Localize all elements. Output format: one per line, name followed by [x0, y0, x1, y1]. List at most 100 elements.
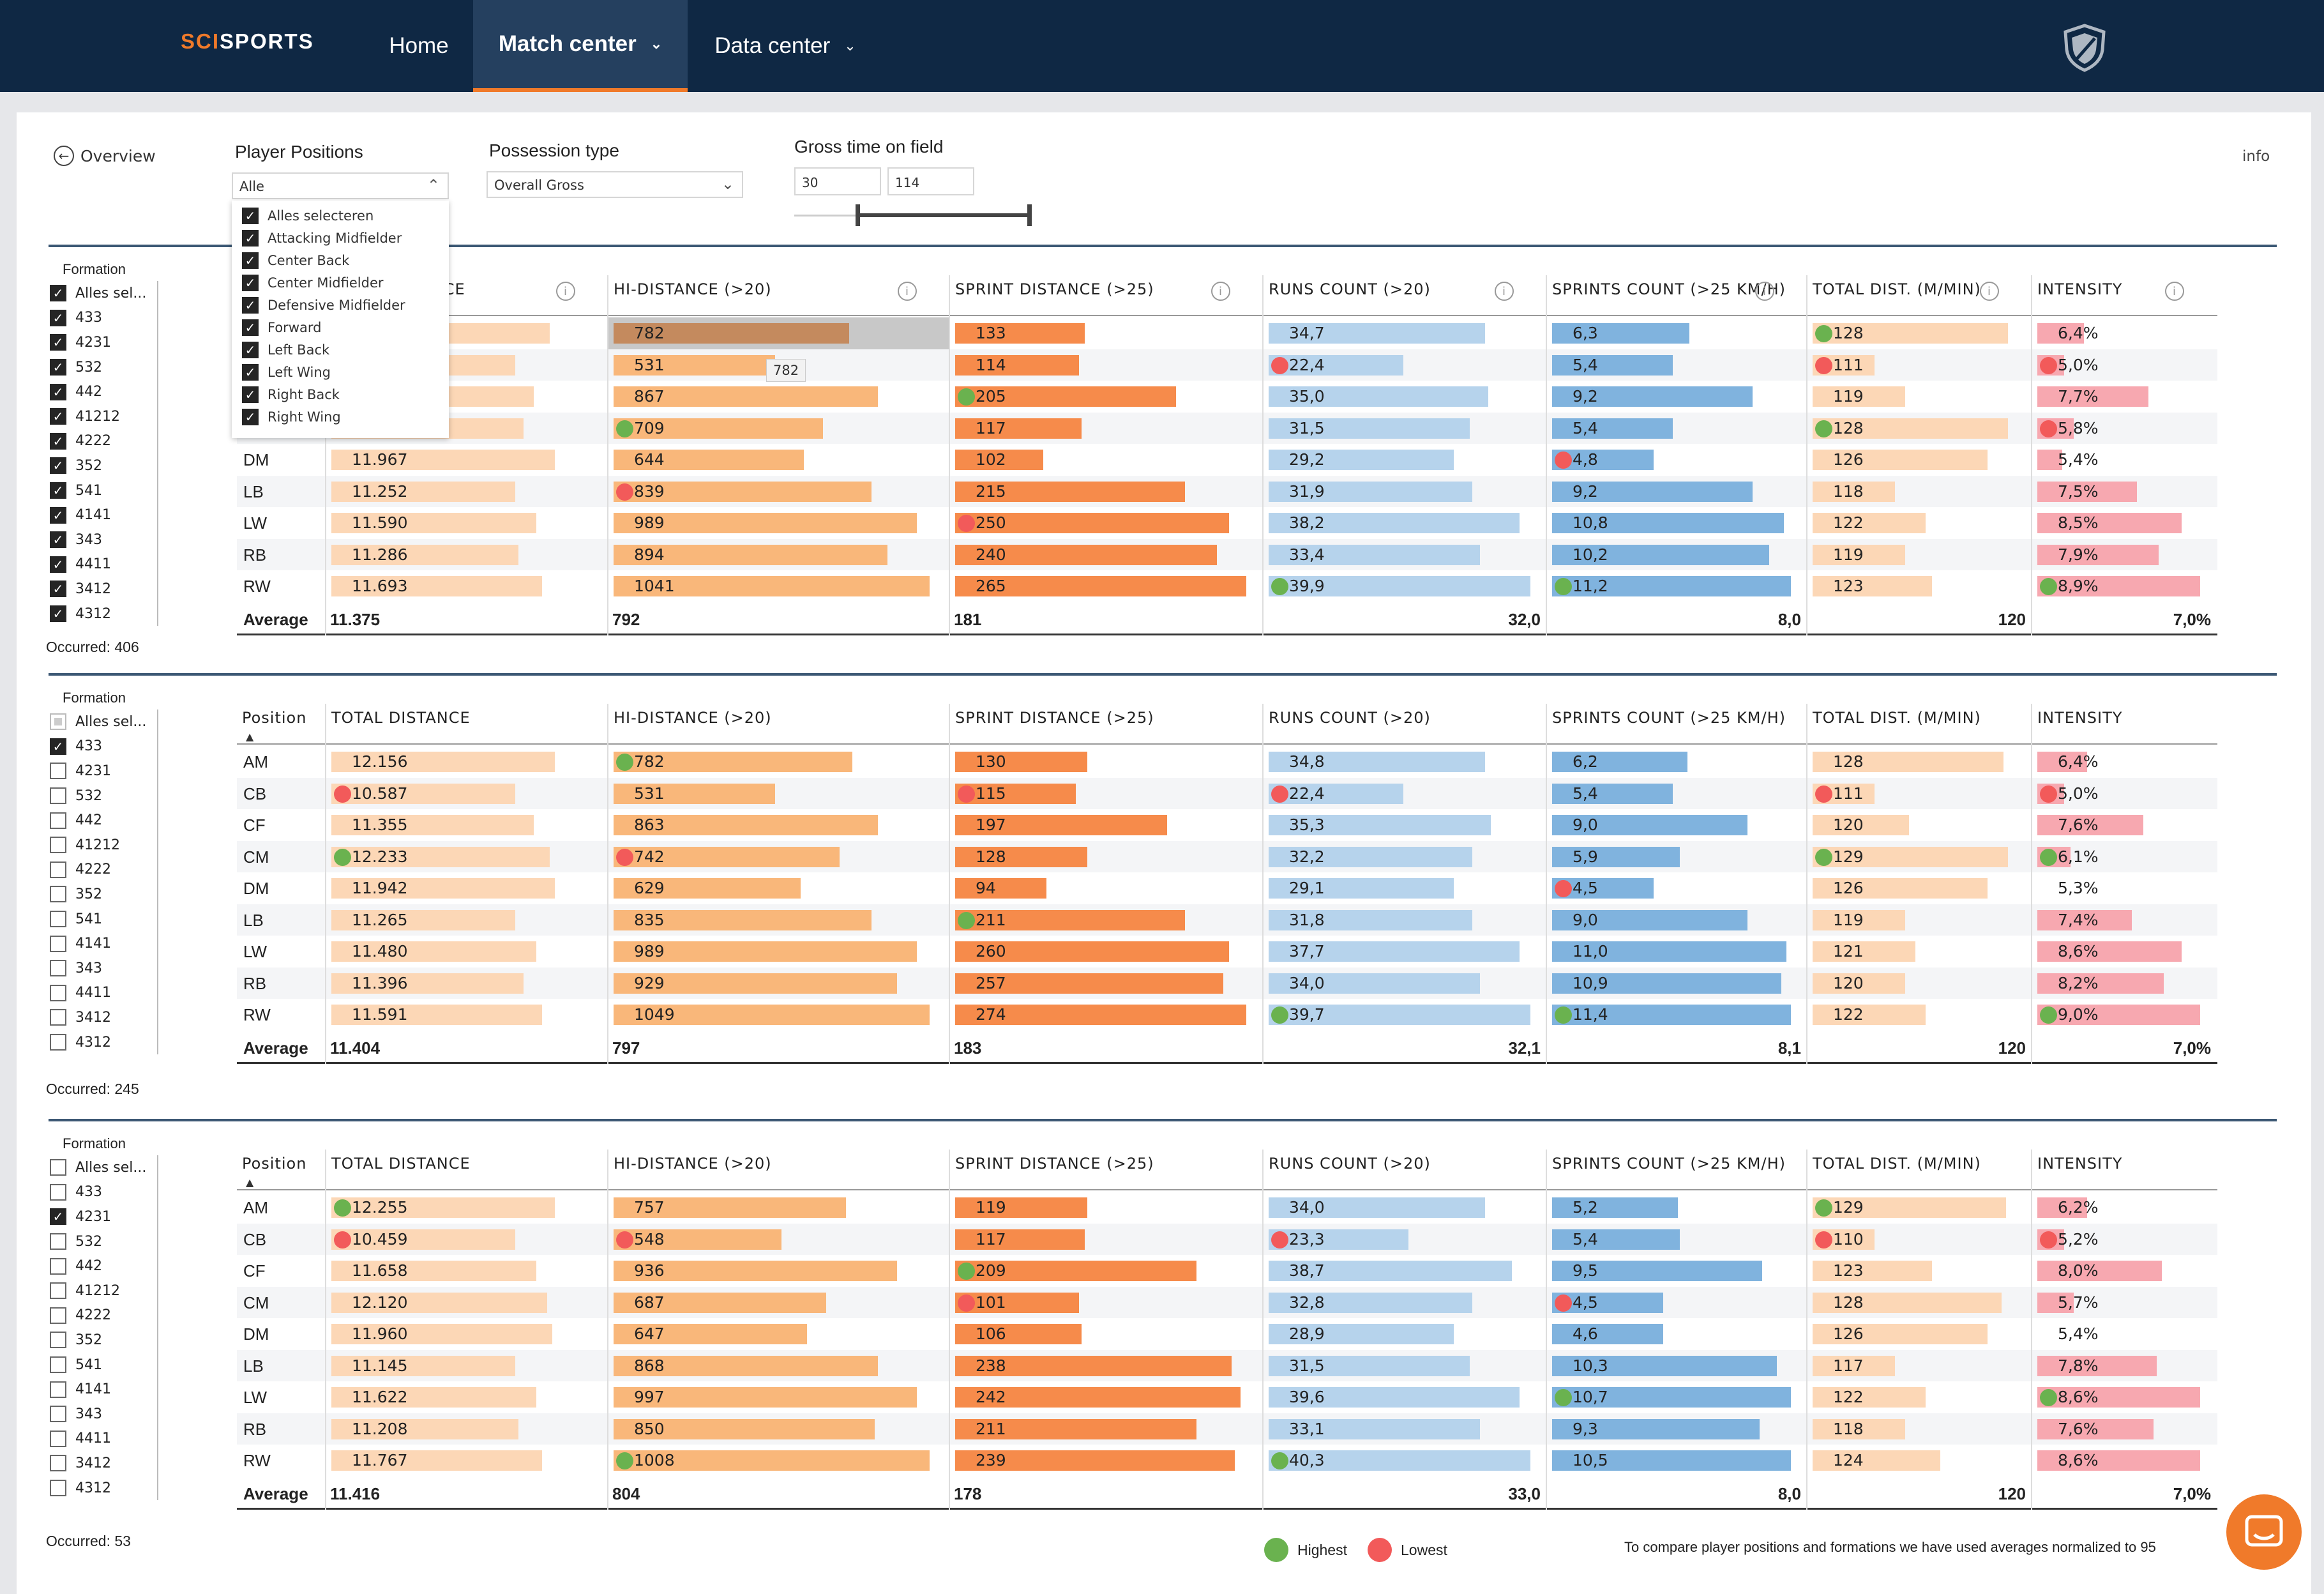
- metric-cell[interactable]: 115: [950, 778, 1264, 810]
- metric-cell[interactable]: 863: [608, 809, 950, 841]
- metric-cell[interactable]: 989: [608, 936, 950, 968]
- column-header[interactable]: SPRINT DISTANCE (>25): [950, 704, 1264, 745]
- metric-cell[interactable]: 850: [608, 1413, 950, 1445]
- checkbox-checked-icon[interactable]: ✓: [50, 506, 66, 524]
- checkbox-checked-icon[interactable]: ✓: [242, 296, 259, 314]
- checkbox-checked-icon[interactable]: ✓: [50, 1208, 66, 1226]
- metric-cell[interactable]: 7,5%: [2032, 476, 2217, 508]
- metric-cell[interactable]: 9,5: [1547, 1255, 1807, 1287]
- metric-cell[interactable]: 28,9: [1264, 1318, 1547, 1350]
- metric-cell[interactable]: 5,4: [1547, 778, 1807, 810]
- formation-option[interactable]: 4312: [50, 1029, 158, 1055]
- metric-cell[interactable]: 34,8: [1264, 746, 1547, 778]
- formation-option[interactable]: 352: [50, 1328, 158, 1353]
- metric-cell[interactable]: 8,2%: [2032, 968, 2217, 999]
- metric-cell[interactable]: 119: [950, 1192, 1264, 1224]
- metric-cell[interactable]: 1008: [608, 1445, 950, 1476]
- checkbox-unchecked-icon[interactable]: [50, 837, 66, 854]
- checkbox-unchecked-icon[interactable]: [50, 1233, 66, 1250]
- checkbox-unchecked-icon[interactable]: [50, 787, 66, 805]
- gross-time-min-input[interactable]: 30: [794, 167, 881, 195]
- metric-cell[interactable]: 868: [608, 1350, 950, 1382]
- position-option[interactable]: ✓ Left Wing: [232, 361, 449, 383]
- metric-cell[interactable]: 39,6: [1264, 1381, 1547, 1413]
- nav-home[interactable]: Home: [389, 33, 449, 58]
- metric-cell[interactable]: 120: [1807, 809, 2032, 841]
- metric-cell[interactable]: 647: [608, 1318, 950, 1350]
- position-option[interactable]: ✓ Center Back: [232, 249, 449, 271]
- metric-cell[interactable]: 239: [950, 1445, 1264, 1476]
- metric-cell[interactable]: 6,3: [1547, 317, 1807, 349]
- metric-cell[interactable]: 34,7: [1264, 317, 1547, 349]
- metric-cell[interactable]: 39,9: [1264, 570, 1547, 602]
- checkbox-unchecked-icon[interactable]: [50, 984, 66, 1001]
- metric-cell[interactable]: 111: [1807, 778, 2032, 810]
- column-header[interactable]: TOTAL DISTANCE: [326, 704, 608, 745]
- formation-option[interactable]: 532: [50, 1229, 158, 1254]
- metric-cell[interactable]: 22,4: [1264, 349, 1547, 381]
- checkbox-checked-icon[interactable]: ✓: [50, 738, 66, 755]
- checkbox-checked-icon[interactable]: ✓: [50, 408, 66, 425]
- metric-cell[interactable]: 29,2: [1264, 444, 1547, 476]
- metric-cell[interactable]: 5,0%: [2032, 778, 2217, 810]
- position-option[interactable]: ✓ Left Back: [232, 338, 449, 361]
- metric-cell[interactable]: 123: [1807, 570, 2032, 602]
- metric-cell[interactable]: 9,0: [1547, 809, 1807, 841]
- metric-cell[interactable]: 8,9%: [2032, 570, 2217, 602]
- column-header[interactable]: TOTAL DISTANCE: [326, 1150, 608, 1190]
- checkbox-checked-icon[interactable]: ✓: [50, 531, 66, 549]
- checkbox-unchecked-icon[interactable]: [50, 960, 66, 977]
- formation-option[interactable]: 352: [50, 882, 158, 907]
- formation-option[interactable]: ✓ 343: [50, 527, 158, 552]
- info-icon[interactable]: i: [898, 282, 917, 301]
- metric-cell[interactable]: 34,0: [1264, 968, 1547, 999]
- formation-option[interactable]: 442: [50, 808, 158, 833]
- checkbox-checked-icon[interactable]: ✓: [50, 581, 66, 598]
- metric-cell[interactable]: 32,8: [1264, 1287, 1547, 1319]
- metric-cell[interactable]: 644: [608, 444, 950, 476]
- metric-cell[interactable]: 205: [950, 381, 1264, 413]
- metric-cell[interactable]: 31,5: [1264, 413, 1547, 444]
- metric-cell[interactable]: 123: [1807, 1255, 2032, 1287]
- metric-cell[interactable]: 128: [1807, 413, 2032, 444]
- metric-cell[interactable]: 11.960: [326, 1318, 608, 1350]
- metric-cell[interactable]: 102: [950, 444, 1264, 476]
- metric-cell[interactable]: 38,7: [1264, 1255, 1547, 1287]
- metric-cell[interactable]: 11.355: [326, 809, 608, 841]
- metric-cell[interactable]: 118: [1807, 1413, 2032, 1445]
- club-shield-icon[interactable]: [2059, 22, 2110, 73]
- metric-cell[interactable]: 260: [950, 936, 1264, 968]
- column-header[interactable]: INTENSITY: [2032, 704, 2217, 745]
- metric-cell[interactable]: 242: [950, 1381, 1264, 1413]
- metric-cell[interactable]: 257: [950, 968, 1264, 999]
- position-option[interactable]: ✓ Alles selecteren: [232, 204, 449, 227]
- formation-option[interactable]: ✓ 4411: [50, 552, 158, 577]
- metric-cell[interactable]: 274: [950, 999, 1264, 1031]
- metric-cell[interactable]: 211: [950, 904, 1264, 936]
- formation-option[interactable]: ✓ 352: [50, 453, 158, 478]
- column-header[interactable]: HI-DISTANCE (>20): [608, 704, 950, 745]
- chat-support-button[interactable]: [2226, 1494, 2302, 1570]
- metric-cell[interactable]: 757: [608, 1192, 950, 1224]
- position-option[interactable]: ✓ Attacking Midfielder: [232, 227, 449, 249]
- metric-cell[interactable]: 11.590: [326, 507, 608, 539]
- metric-cell[interactable]: 33,4: [1264, 539, 1547, 571]
- metric-cell[interactable]: 121: [1807, 936, 2032, 968]
- metric-cell[interactable]: 126: [1807, 872, 2032, 904]
- position-option[interactable]: ✓ Forward: [232, 316, 449, 338]
- metric-cell[interactable]: 10,2: [1547, 539, 1807, 571]
- checkbox-checked-icon[interactable]: ✓: [242, 386, 259, 403]
- metric-cell[interactable]: 7,9%: [2032, 539, 2217, 571]
- checkbox-checked-icon[interactable]: ✓: [242, 274, 259, 291]
- metric-cell[interactable]: 5,0%: [2032, 349, 2217, 381]
- metric-cell[interactable]: 936: [608, 1255, 950, 1287]
- metric-cell[interactable]: 11.252: [326, 476, 608, 508]
- metric-cell[interactable]: 531: [608, 778, 950, 810]
- formation-option[interactable]: ✓ 541: [50, 478, 158, 503]
- metric-cell[interactable]: 9,0%: [2032, 999, 2217, 1031]
- metric-cell[interactable]: 133: [950, 317, 1264, 349]
- checkbox-checked-icon[interactable]: ✓: [242, 363, 259, 381]
- metric-cell[interactable]: 101: [950, 1287, 1264, 1319]
- metric-cell[interactable]: 997: [608, 1381, 950, 1413]
- metric-cell[interactable]: 1041: [608, 570, 950, 602]
